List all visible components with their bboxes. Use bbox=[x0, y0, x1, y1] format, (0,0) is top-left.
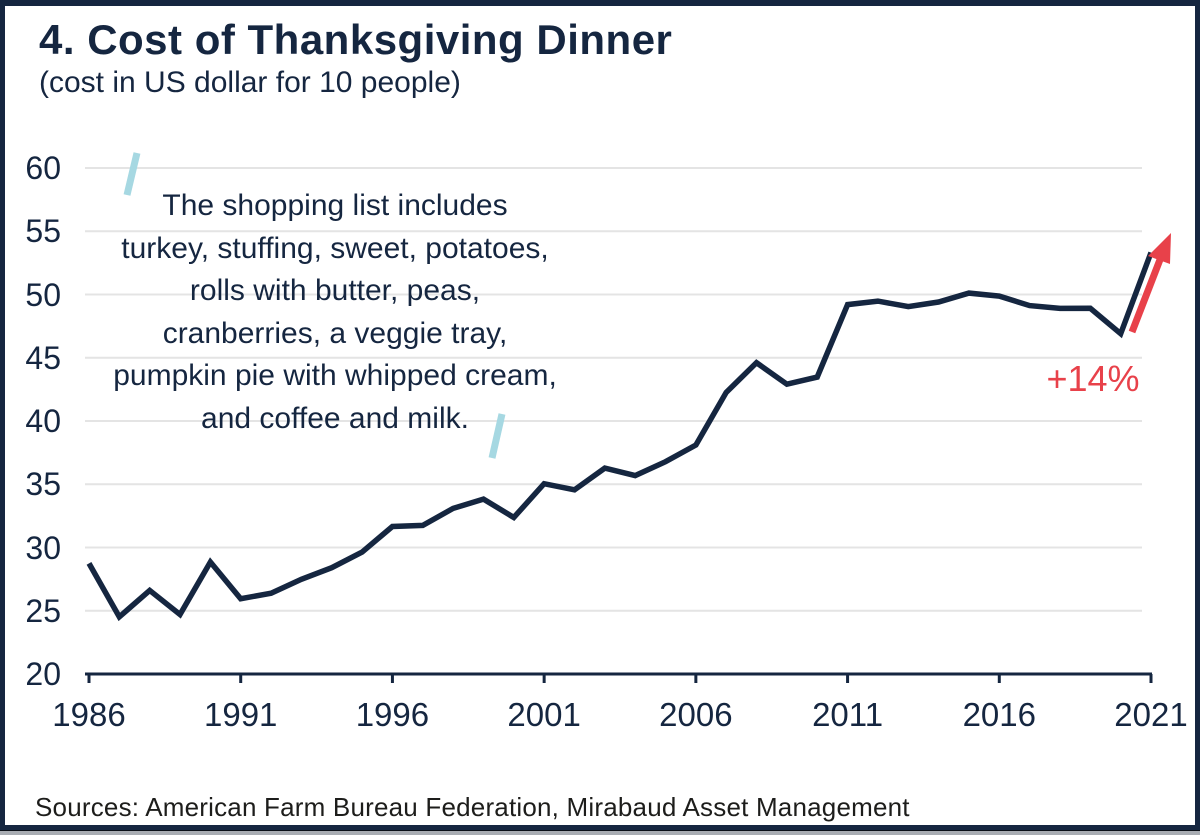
y-axis-label: 45 bbox=[25, 339, 61, 376]
annotation-text: The shopping list includes turkey, stuffi… bbox=[75, 185, 595, 440]
x-axis-label: 2001 bbox=[507, 696, 581, 733]
chart-plot-area bbox=[85, 152, 1171, 683]
chart-subtitle: (cost in US dollar for 10 people) bbox=[39, 66, 461, 99]
trend-line bbox=[86, 251, 1154, 622]
frame-bottom-edge bbox=[0, 830, 1200, 835]
y-axis-label: 25 bbox=[25, 592, 61, 629]
close-quote-icon bbox=[488, 413, 506, 459]
x-axis-label: 1991 bbox=[203, 696, 278, 733]
y-axis-label: 35 bbox=[25, 466, 61, 503]
x-axis-label: 2011 bbox=[812, 696, 884, 733]
annotation-line: pumpkin pie with whipped cream, bbox=[113, 359, 557, 392]
increase-arrow-icon bbox=[1128, 255, 1165, 334]
y-axis-label: 30 bbox=[25, 529, 61, 566]
chart-title: 4. Cost of Thanksgiving Dinner bbox=[39, 16, 673, 63]
x-axis-label: 2016 bbox=[962, 696, 1036, 733]
annotation-line: The shopping list includes bbox=[162, 189, 508, 222]
x-axis-label: 2021 bbox=[1114, 696, 1188, 733]
y-axis-label: 40 bbox=[25, 403, 61, 439]
x-axis-label: 1986 bbox=[52, 696, 126, 733]
increase-arrowhead-icon bbox=[1148, 233, 1171, 264]
annotation-line: cranberries, a veggie tray, bbox=[162, 316, 508, 350]
y-axis-label: 20 bbox=[25, 656, 61, 692]
x-axis-label: 2006 bbox=[659, 696, 733, 733]
x-axis-label: 1996 bbox=[355, 696, 430, 733]
annotation-line: and coffee and milk. bbox=[201, 401, 469, 435]
annotation-line: turkey, stuffing, sweet, potatoes, bbox=[121, 231, 549, 265]
open-quote-icon bbox=[123, 152, 141, 196]
y-axis-label: 55 bbox=[25, 213, 61, 250]
callout-label: +14% bbox=[1046, 358, 1140, 399]
y-axis-label: 60 bbox=[25, 150, 61, 186]
y-axis-label: 50 bbox=[25, 276, 61, 313]
annotation-line: rolls with butter, peas, bbox=[189, 274, 481, 307]
source-note: Sources: American Farm Bureau Federation… bbox=[35, 792, 910, 822]
